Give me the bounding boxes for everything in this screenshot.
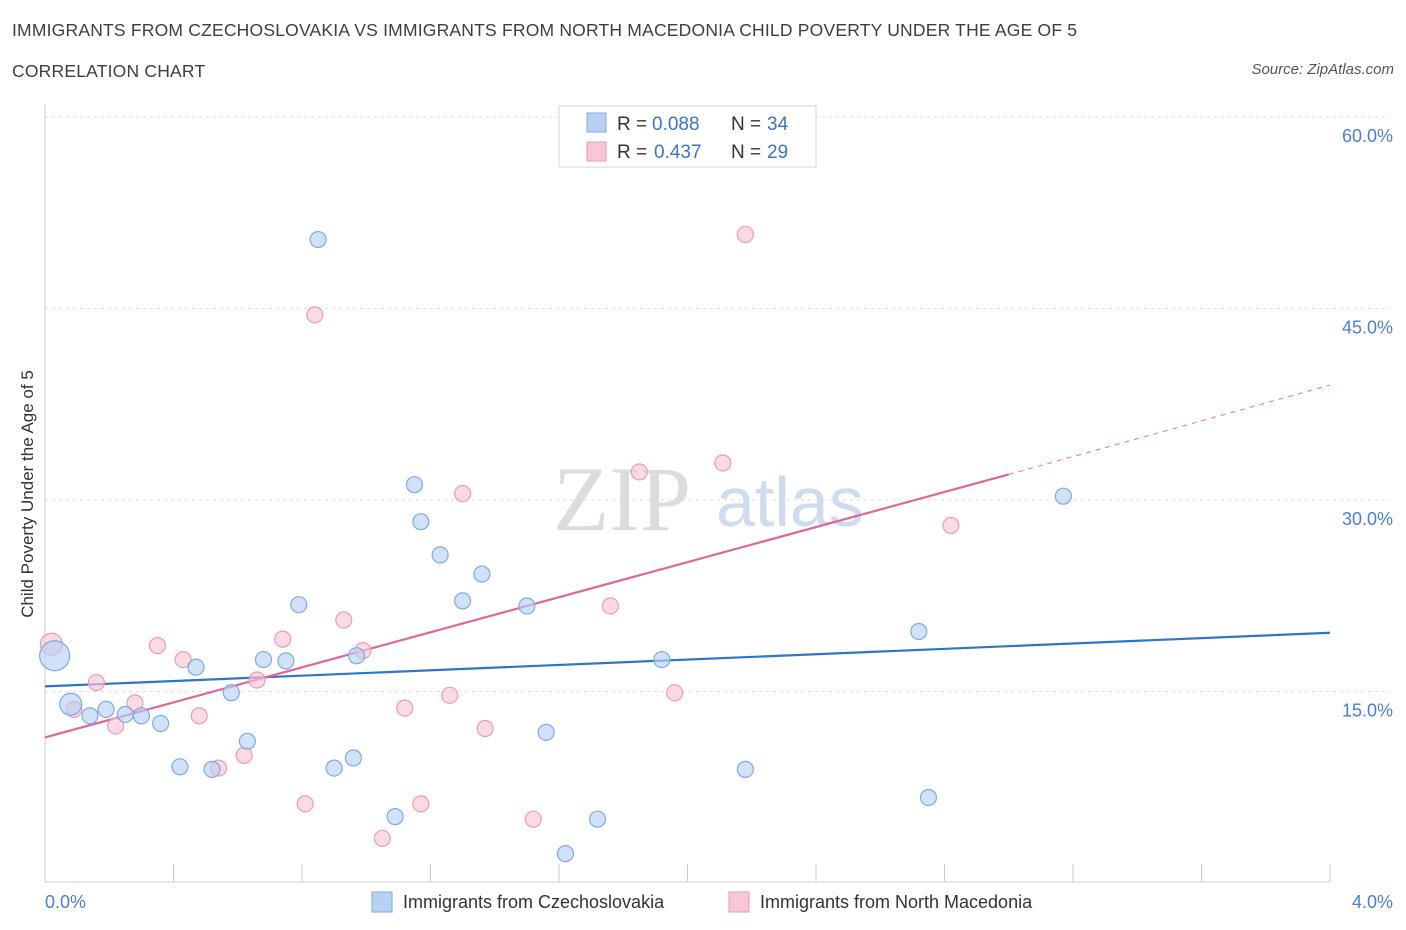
point-north-macedonia bbox=[714, 454, 732, 472]
point-czechoslovakia bbox=[238, 732, 256, 750]
point-north-macedonia bbox=[235, 746, 253, 764]
point-north-macedonia bbox=[274, 630, 292, 648]
point-czechoslovakia bbox=[344, 749, 362, 767]
point-north-macedonia bbox=[148, 636, 167, 655]
point-czechoslovakia bbox=[431, 546, 449, 564]
y-tick-label: 60.0% bbox=[1342, 126, 1393, 146]
point-czechoslovakia bbox=[348, 647, 366, 665]
point-czechoslovakia bbox=[203, 760, 221, 778]
point-north-macedonia bbox=[107, 717, 125, 735]
gridlines bbox=[45, 116, 1390, 692]
point-czechoslovakia bbox=[325, 759, 343, 777]
point-czechoslovakia bbox=[405, 476, 424, 494]
y-tick-label: 45.0% bbox=[1342, 318, 1393, 338]
correlation-legend: R = 0.088 N = 34 R = 0.437 N = 29 bbox=[558, 105, 817, 168]
point-czechoslovakia bbox=[97, 700, 115, 718]
point-czechoslovakia bbox=[588, 810, 607, 828]
point-north-macedonia bbox=[441, 686, 459, 704]
point-czechoslovakia bbox=[81, 707, 99, 725]
point-czechoslovakia bbox=[171, 758, 189, 776]
chart-subtitle: CORRELATION CHART bbox=[12, 61, 206, 81]
point-north-macedonia bbox=[396, 699, 414, 717]
x-tick-labels: 0.0% 4.0% bbox=[45, 892, 1393, 912]
trendline-czechoslovakia bbox=[44, 631, 1331, 688]
point-czechoslovakia bbox=[454, 592, 472, 610]
point-north-macedonia bbox=[412, 795, 430, 813]
y-tick-labels: 15.0% 30.0% 45.0% 60.0% bbox=[1342, 126, 1393, 721]
y-tick-label: 15.0% bbox=[1342, 701, 1393, 721]
point-czechoslovakia bbox=[518, 597, 536, 615]
point-czechoslovakia bbox=[254, 650, 273, 669]
legend-r-value-pink: 0.437 bbox=[654, 142, 702, 163]
point-czechoslovakia bbox=[653, 650, 671, 669]
point-north-macedonia bbox=[248, 671, 266, 689]
point-czechoslovakia bbox=[152, 714, 170, 733]
point-czechoslovakia bbox=[473, 565, 491, 583]
legend-n-value-blue: 34 bbox=[767, 114, 789, 135]
point-czechoslovakia bbox=[309, 230, 327, 249]
point-czechoslovakia bbox=[412, 513, 430, 531]
series-swatch-czechoslovakia bbox=[371, 891, 393, 913]
series-swatch-north-macedonia bbox=[728, 891, 750, 913]
trendlines bbox=[44, 384, 1331, 739]
legend-n-value-pink: 29 bbox=[767, 142, 788, 163]
point-czechoslovakia bbox=[1054, 487, 1072, 505]
legend-r-label-pink: R = bbox=[617, 142, 647, 163]
point-czechoslovakia bbox=[222, 684, 240, 702]
point-czechoslovakia bbox=[132, 707, 150, 725]
point-czechoslovakia bbox=[386, 808, 404, 826]
point-czechoslovakia bbox=[187, 658, 205, 676]
point-czechoslovakia bbox=[910, 622, 928, 641]
point-north-macedonia bbox=[306, 306, 324, 324]
point-czechoslovakia bbox=[59, 692, 83, 716]
point-north-macedonia bbox=[476, 719, 494, 738]
point-czechoslovakia bbox=[556, 845, 575, 863]
series-label-czechoslovakia: Immigrants from Czechoslovakia bbox=[403, 892, 665, 912]
point-north-macedonia bbox=[454, 485, 472, 503]
point-north-macedonia bbox=[524, 810, 542, 828]
point-north-macedonia bbox=[373, 829, 391, 847]
point-north-macedonia bbox=[666, 684, 684, 702]
legend-r-label-blue: R = bbox=[617, 114, 647, 135]
watermark-zip: ZIP bbox=[553, 448, 691, 550]
point-czechoslovakia bbox=[290, 596, 308, 614]
x-tick-label: 0.0% bbox=[45, 892, 86, 912]
point-czechoslovakia bbox=[919, 788, 938, 807]
axes bbox=[44, 104, 1331, 883]
legend-swatch-pink bbox=[586, 141, 607, 162]
point-north-macedonia bbox=[296, 795, 314, 813]
series-label-north-macedonia: Immigrants from North Macedonia bbox=[760, 892, 1033, 912]
point-czechoslovakia bbox=[277, 652, 295, 670]
point-north-macedonia bbox=[736, 225, 754, 244]
point-north-macedonia bbox=[942, 516, 960, 535]
y-tick-label: 30.0% bbox=[1342, 509, 1393, 529]
source-credit: Source: ZipAtlas.com bbox=[1251, 61, 1394, 78]
chart-title: IMMIGRANTS FROM CZECHOSLOVAKIA VS IMMIGR… bbox=[12, 20, 1078, 40]
legend-r-value-blue: 0.088 bbox=[652, 114, 700, 135]
x-tick-label: 4.0% bbox=[1352, 892, 1393, 912]
trendline-north-macedonia-extension bbox=[1008, 384, 1331, 476]
point-north-macedonia bbox=[174, 650, 192, 669]
watermark-atlas: atlas bbox=[716, 463, 864, 541]
point-north-macedonia bbox=[630, 463, 648, 481]
series-legend: Immigrants from Czechoslovakia Immigrant… bbox=[371, 891, 1033, 913]
legend-n-label-pink: N = bbox=[731, 142, 761, 163]
point-czechoslovakia bbox=[39, 640, 71, 672]
point-north-macedonia bbox=[601, 597, 620, 615]
legend-swatch-blue bbox=[586, 112, 607, 133]
watermark: ZIP atlas bbox=[553, 448, 864, 550]
point-north-macedonia bbox=[87, 673, 106, 692]
point-czechoslovakia bbox=[537, 723, 555, 741]
point-north-macedonia bbox=[335, 611, 353, 629]
legend-n-label-blue: N = bbox=[731, 114, 761, 135]
data-points bbox=[39, 225, 1072, 863]
y-axis-title: Child Poverty Under the Age of 5 bbox=[18, 370, 37, 618]
point-czechoslovakia bbox=[116, 705, 134, 724]
point-north-macedonia bbox=[190, 707, 208, 725]
point-czechoslovakia bbox=[736, 760, 754, 778]
